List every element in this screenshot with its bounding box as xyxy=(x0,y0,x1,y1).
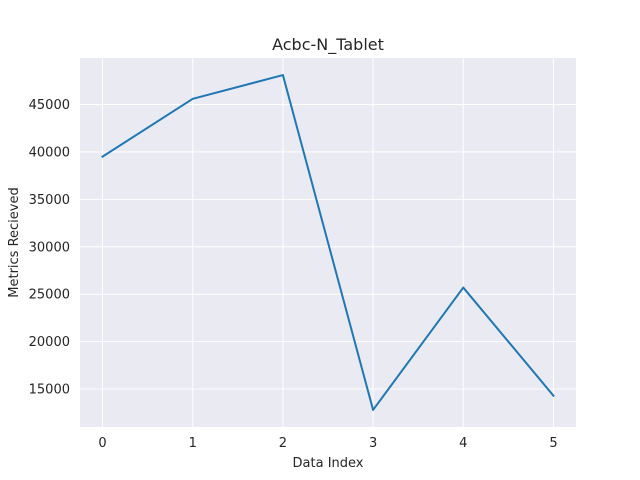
x-tick-label: 3 xyxy=(369,436,377,451)
series-line xyxy=(101,74,555,411)
x-tick-label: 1 xyxy=(189,436,197,451)
x-tick-label: 2 xyxy=(279,436,287,451)
y-tick-label: 35000 xyxy=(29,193,70,208)
y-tick-label: 45000 xyxy=(29,98,70,113)
y-tick-label: 20000 xyxy=(29,335,70,350)
y-tick-label: 25000 xyxy=(29,288,70,303)
y-tick-label: 15000 xyxy=(29,383,70,398)
x-axis-label: Data Index xyxy=(293,456,364,471)
x-tick-label: 0 xyxy=(98,436,106,451)
chart-title: Acbc-N_Tablet xyxy=(272,35,384,55)
series-layer xyxy=(101,74,555,411)
x-tick-label: 4 xyxy=(459,436,467,451)
x-tick-label: 5 xyxy=(549,436,557,451)
y-tick-label: 30000 xyxy=(29,240,70,255)
y-tick-label: 40000 xyxy=(29,145,70,160)
grid-lines xyxy=(80,58,576,427)
x-tick-labels: 0 1 2 3 4 5 xyxy=(98,436,557,451)
y-tick-labels: 15000 20000 25000 30000 35000 40000 45000 xyxy=(29,98,70,398)
y-axis-label: Metrics Recieved xyxy=(7,187,22,297)
